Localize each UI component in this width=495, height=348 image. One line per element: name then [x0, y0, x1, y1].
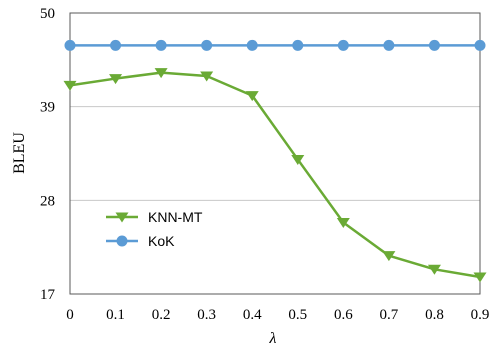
x-tick-label: 0.2 — [152, 307, 171, 323]
x-tick-label: 0.1 — [106, 307, 125, 323]
data-point — [63, 80, 77, 91]
data-point — [428, 39, 440, 51]
x-tick-label: 0.4 — [243, 307, 262, 323]
x-tick-label: 0.6 — [334, 307, 353, 323]
series-line — [69, 71, 481, 279]
legend: KNN-MT KoK — [106, 209, 203, 249]
data-point — [155, 39, 167, 51]
y-tick-labels: 17 28 39 50 — [40, 6, 56, 303]
data-point — [200, 71, 214, 82]
x-tick-label: 0.8 — [425, 307, 444, 323]
data-point — [382, 251, 396, 262]
grid-lines — [70, 106, 480, 201]
x-tick-label: 0 — [66, 307, 74, 323]
data-point — [336, 217, 350, 228]
data-point — [246, 39, 258, 51]
data-point — [337, 39, 349, 51]
legend-knn-label: KNN-MT — [148, 209, 203, 225]
legend-kok-marker — [116, 235, 128, 247]
data-point — [292, 39, 304, 51]
data-point — [291, 154, 305, 165]
data-point — [109, 74, 123, 85]
x-tick-label: 0.5 — [288, 307, 307, 323]
y-tick-label: 28 — [40, 193, 55, 209]
data-point — [201, 39, 213, 51]
data-point — [64, 39, 76, 51]
series-kok — [64, 39, 486, 51]
data-point — [427, 264, 441, 275]
data-point — [473, 272, 487, 283]
series-layer — [63, 39, 487, 283]
data-point — [474, 39, 486, 51]
x-tick-labels: 0 0.1 0.2 0.3 0.4 0.5 0.6 0.7 0.8 0.9 — [66, 307, 489, 323]
series-knn-mt — [63, 68, 487, 283]
x-axis-title: λ — [269, 330, 277, 347]
y-tick-label: 50 — [40, 6, 55, 22]
x-tick-label: 0.9 — [471, 307, 490, 323]
plot-frame — [69, 12, 481, 295]
y-tick-label: 39 — [40, 100, 55, 116]
y-tick-label: 17 — [40, 287, 56, 303]
x-tick-label: 0.7 — [380, 307, 399, 323]
legend-kok-label: KoK — [148, 233, 175, 249]
data-point — [154, 68, 168, 79]
y-axis-title: BLEU — [11, 132, 28, 174]
data-point — [383, 39, 395, 51]
data-point — [110, 39, 122, 51]
x-tick-label: 0.3 — [197, 307, 216, 323]
legend-knn-marker — [115, 212, 129, 223]
data-point — [245, 91, 259, 102]
